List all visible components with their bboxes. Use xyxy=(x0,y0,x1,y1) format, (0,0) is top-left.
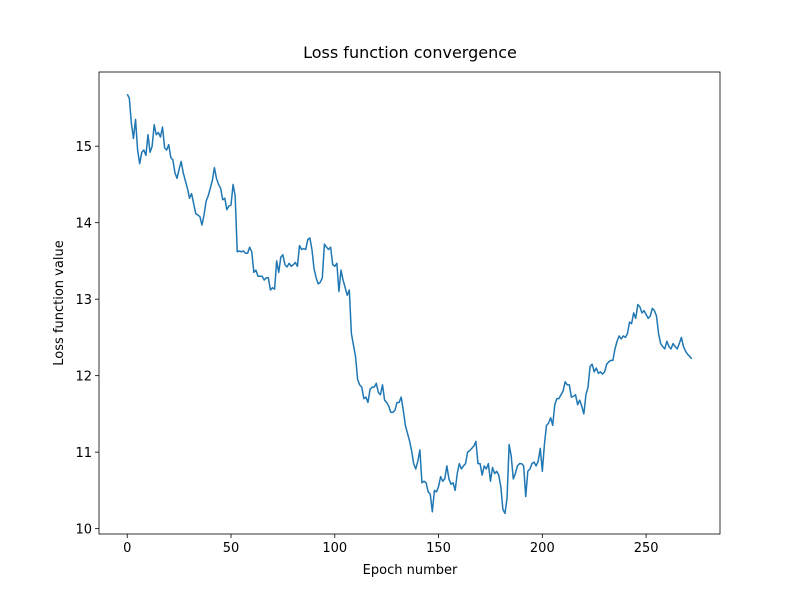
y-tick-label: 11 xyxy=(75,446,92,461)
line-series xyxy=(126,93,693,515)
y-tick-label: 12 xyxy=(75,370,92,385)
chart-title: Loss function convergence xyxy=(303,43,517,62)
x-tick-label: 100 xyxy=(322,541,347,556)
y-axis-label: Loss function value xyxy=(52,240,67,365)
x-tick-label: 0 xyxy=(123,541,131,556)
y-tick-label: 14 xyxy=(75,217,92,232)
x-tick-label: 250 xyxy=(634,541,659,556)
x-tick-label: 200 xyxy=(530,541,555,556)
x-tick-label: 150 xyxy=(426,541,451,556)
y-tick-label: 15 xyxy=(75,140,92,155)
x-tick-label: 50 xyxy=(223,541,240,556)
y-tick-label: 13 xyxy=(75,293,92,308)
y-tick-label: 10 xyxy=(75,523,92,538)
x-axis-label: Epoch number xyxy=(363,563,458,578)
plot-frame xyxy=(98,71,721,535)
